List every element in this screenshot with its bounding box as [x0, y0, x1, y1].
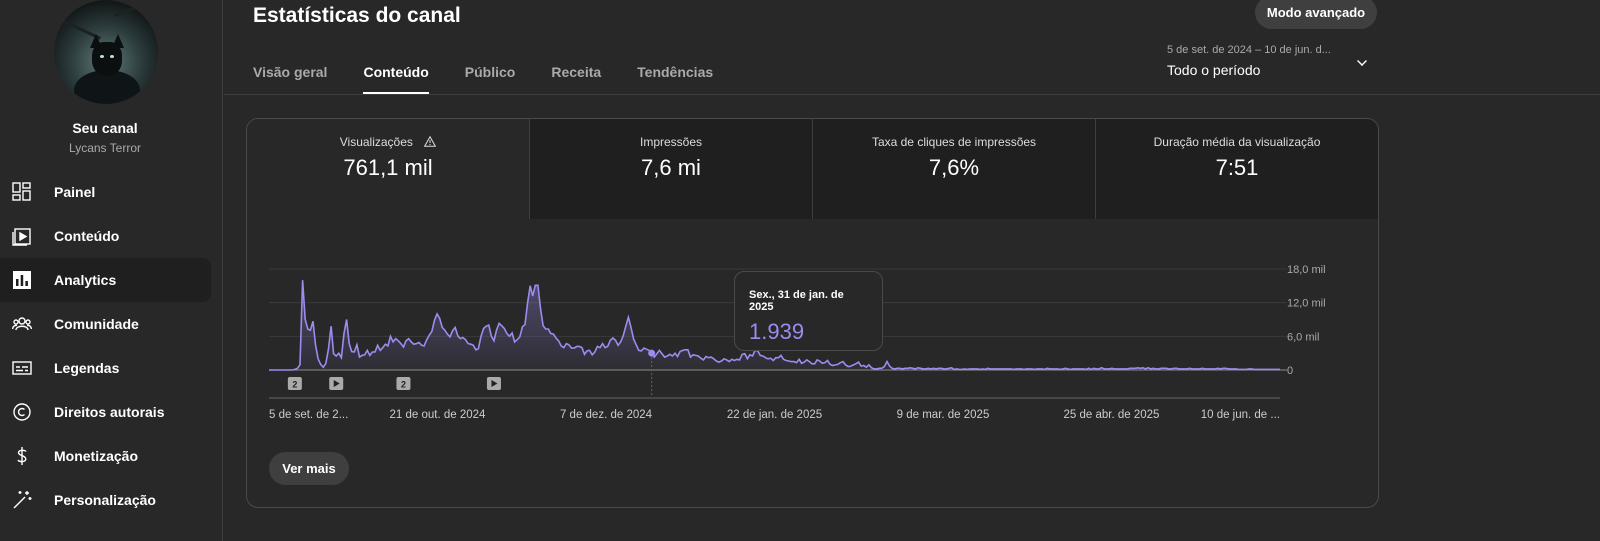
date-range-selector[interactable]: 5 de set. de 2024 – 10 de jun. d... Todo…	[1167, 44, 1377, 78]
marker-count: 2	[401, 380, 406, 390]
metric-label: Taxa de cliques de impressões	[871, 135, 1037, 149]
sidebar-item-direitos-autorais[interactable]: Direitos autorais	[0, 390, 223, 434]
y-tick-label: 6,0 mil	[1287, 331, 1319, 343]
multi-video-marker	[396, 377, 411, 390]
monetization-icon	[17, 447, 27, 465]
metric-label: Visualizações	[339, 135, 413, 149]
x-tick-label: 25 de abr. de 2025	[1064, 409, 1160, 421]
multi-video-marker	[287, 377, 302, 390]
sidebar: Seu canal Lycans Terror Painel Conteúdo …	[0, 0, 223, 541]
subtitles-icon	[12, 361, 32, 375]
x-tick-label: 5 de set. de 2...	[269, 409, 348, 421]
series-area	[269, 280, 1280, 370]
dashboard-icon	[12, 182, 31, 201]
x-tick-label: 21 de out. de 2024	[390, 409, 487, 421]
metric-views[interactable]: Visualizações 761,1 mil	[247, 119, 529, 219]
tab-tendencias[interactable]: Tendências	[637, 64, 714, 80]
play-icon	[491, 380, 498, 387]
highlight-point	[648, 349, 656, 357]
sidebar-item-comunidade[interactable]: Comunidade	[0, 302, 223, 346]
metric-avg-view-duration[interactable]: Duração média da visualização 7:51	[1095, 119, 1378, 219]
tab-conteudo[interactable]: Conteúdo	[363, 64, 430, 94]
metric-impressions[interactable]: Impressões 7,6 mi	[529, 119, 812, 219]
y-tick-label: 12,0 mil	[1287, 298, 1326, 310]
sidebar-item-monetizacao[interactable]: Monetização	[0, 434, 223, 478]
copyright-icon	[13, 403, 31, 421]
x-tick-label: 10 de jun. de ...	[1201, 409, 1280, 421]
sidebar-item-legendas[interactable]: Legendas	[0, 346, 223, 390]
metric-label: Duração média da visualização	[1153, 135, 1321, 149]
sidebar-item-conteudo[interactable]: Conteúdo	[0, 214, 223, 258]
sidebar-item-label: Legendas	[54, 360, 120, 376]
x-tick-label: 22 de jan. de 2025	[727, 409, 822, 421]
avatar[interactable]	[54, 0, 158, 104]
chart-tooltip: Sex., 31 de jan. de 2025 1.939	[734, 271, 883, 351]
date-range-detail: 5 de set. de 2024 – 10 de jun. d...	[1167, 44, 1331, 56]
views-chart[interactable]: 18,0 mil 12,0 mil 6,0 mil 0 2 2 5 de set. de 2…	[247, 219, 1379, 429]
main-content: Estatísticas do canal Modo avançado Visã…	[224, 0, 1600, 541]
analytics-card: Visualizações 761,1 mil Impressões 7,6 m…	[246, 118, 1379, 508]
sidebar-item-label: Personalização	[54, 492, 156, 508]
tabs-divider	[224, 94, 1600, 95]
x-tick-label: 9 de mar. de 2025	[897, 409, 990, 421]
advanced-mode-button[interactable]: Modo avançado	[1255, 0, 1377, 29]
sidebar-item-analytics[interactable]: Analytics	[0, 258, 211, 302]
channel-name: Lycans Terror	[68, 141, 142, 155]
sidebar-item-personalizacao[interactable]: Personalização	[0, 478, 223, 522]
tooltip-value: 1.939	[749, 319, 805, 344]
y-tick-label: 18,0 mil	[1287, 264, 1326, 276]
sidebar-nav: Painel Conteúdo Analytics Comunidade Leg…	[0, 170, 223, 522]
y-tick-label: 0	[1287, 365, 1293, 377]
tab-receita[interactable]: Receita	[551, 64, 602, 80]
metric-value: 7,6 mi	[641, 155, 701, 180]
sidebar-item-label: Comunidade	[54, 316, 139, 332]
metric-ctr[interactable]: Taxa de cliques de impressões 7,6%	[812, 119, 1095, 219]
content-icon	[12, 228, 31, 246]
analytics-icon	[13, 271, 31, 289]
sidebar-item-label: Painel	[54, 184, 96, 200]
analytics-tabs: Visão geral Conteúdo Público Receita Ten…	[253, 64, 749, 94]
series-line	[269, 280, 1280, 371]
play-icon	[333, 380, 340, 387]
sidebar-item-painel[interactable]: Painel	[0, 170, 223, 214]
tab-visao-geral[interactable]: Visão geral	[253, 64, 328, 80]
metric-label: Impressões	[639, 135, 703, 149]
marker-count: 2	[292, 380, 297, 390]
customization-icon	[13, 491, 32, 509]
sidebar-item-label: Direitos autorais	[54, 404, 165, 420]
tab-publico[interactable]: Público	[464, 64, 516, 80]
metric-value: 7,6%	[928, 155, 980, 180]
warning-icon[interactable]	[424, 136, 437, 147]
sidebar-item-label: Monetização	[54, 448, 139, 464]
metric-value: 7:51	[1215, 155, 1259, 180]
channel-title: Seu canal	[72, 120, 138, 136]
date-range-label: Todo o período	[1167, 62, 1261, 78]
tooltip-date: Sex., 31 de jan. de 2025	[749, 289, 844, 313]
sidebar-item-label: Conteúdo	[54, 228, 120, 244]
page-title: Estatísticas do canal	[253, 4, 461, 27]
metric-tabs: Visualizações 761,1 mil Impressões 7,6 m…	[247, 119, 1378, 219]
metric-value: 761,1 mil	[343, 155, 433, 180]
x-tick-label: 7 de dez. de 2024	[560, 409, 653, 421]
community-icon	[12, 317, 32, 331]
sidebar-item-label: Analytics	[54, 272, 117, 288]
see-more-button[interactable]: Ver mais	[269, 452, 349, 485]
